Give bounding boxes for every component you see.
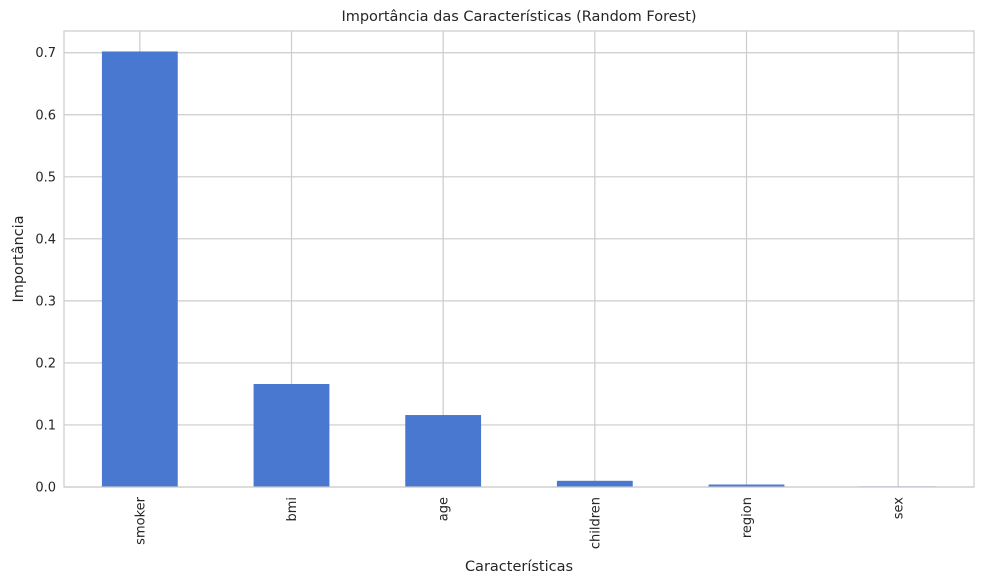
y-axis-ticks: 0.0 0.1 0.2 0.3 0.4 0.5 0.6 0.7	[35, 46, 56, 495]
y-axis-label: Importância	[11, 215, 27, 302]
y-tick-label: 0.4	[35, 232, 56, 247]
y-tick-label: 0.5	[35, 170, 56, 185]
y-tick-label: 0.0	[35, 481, 56, 496]
y-tick-label: 0.7	[35, 46, 56, 61]
grid	[64, 31, 974, 488]
bar-smoker	[101, 51, 178, 487]
bar-children	[556, 480, 633, 487]
y-tick-label: 0.2	[35, 356, 56, 371]
x-tick-label: smoker	[133, 496, 148, 544]
bars	[101, 51, 937, 487]
chart-title: Importância das Características (Random …	[341, 9, 696, 25]
x-tick-label: children	[588, 497, 603, 549]
bar-bmi	[253, 384, 330, 487]
bar-age	[405, 415, 482, 487]
x-tick-label: region	[740, 497, 755, 538]
x-tick-label: sex	[892, 497, 907, 520]
y-tick-label: 0.1	[35, 418, 56, 433]
x-axis-label: Características	[465, 559, 573, 575]
plot-frame	[63, 30, 975, 488]
y-tick-label: 0.6	[35, 108, 56, 123]
bar-region	[708, 484, 785, 487]
x-axis-ticks: smoker bmi age children region sex	[133, 496, 906, 549]
x-tick-label: age	[437, 497, 452, 521]
y-tick-label: 0.3	[35, 294, 56, 309]
x-tick-label: bmi	[285, 497, 300, 522]
